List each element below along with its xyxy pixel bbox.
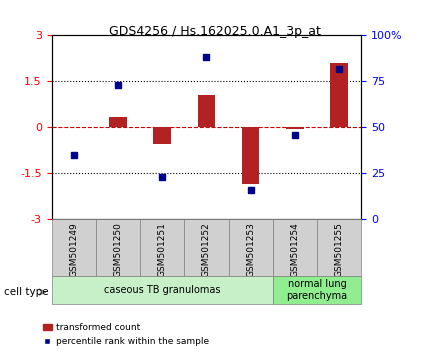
FancyBboxPatch shape (317, 219, 361, 276)
Text: GSM501252: GSM501252 (202, 222, 211, 277)
FancyBboxPatch shape (52, 276, 273, 304)
FancyBboxPatch shape (140, 219, 184, 276)
FancyBboxPatch shape (273, 276, 361, 304)
Text: GSM501249: GSM501249 (69, 222, 78, 277)
Text: caseous TB granulomas: caseous TB granulomas (104, 285, 221, 295)
Bar (154, 127, 171, 144)
FancyBboxPatch shape (184, 219, 228, 276)
Text: cell type: cell type (4, 287, 49, 297)
FancyBboxPatch shape (52, 219, 96, 276)
FancyBboxPatch shape (273, 219, 317, 276)
Bar (242, 127, 259, 184)
Text: GDS4256 / Hs.162025.0.A1_3p_at: GDS4256 / Hs.162025.0.A1_3p_at (109, 25, 321, 38)
FancyBboxPatch shape (228, 219, 273, 276)
Bar (197, 95, 215, 127)
Text: normal lung
parenchyma: normal lung parenchyma (286, 279, 347, 301)
Legend: transformed count, percentile rank within the sample: transformed count, percentile rank withi… (39, 320, 213, 349)
Text: GSM501251: GSM501251 (158, 222, 167, 277)
Bar (109, 117, 127, 127)
Text: GSM501254: GSM501254 (290, 222, 299, 277)
Bar (330, 63, 348, 127)
Text: GSM501255: GSM501255 (335, 222, 344, 277)
Text: GSM501253: GSM501253 (246, 222, 255, 277)
Bar (286, 127, 304, 129)
Text: GSM501250: GSM501250 (114, 222, 123, 277)
FancyBboxPatch shape (96, 219, 140, 276)
